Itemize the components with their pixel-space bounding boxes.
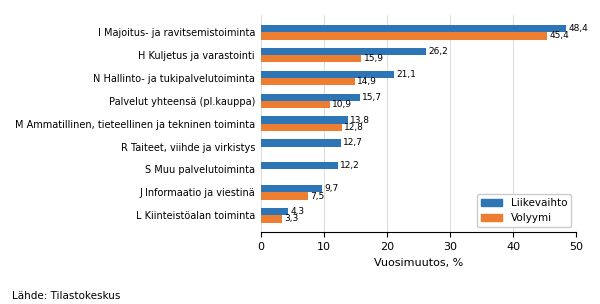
Text: 10,9: 10,9 xyxy=(332,100,352,109)
Bar xyxy=(260,78,355,85)
Bar xyxy=(260,208,288,215)
Text: 48,4: 48,4 xyxy=(569,24,589,33)
Legend: Liikevaihto, Volyymi: Liikevaihto, Volyymi xyxy=(477,194,571,227)
Text: 45,4: 45,4 xyxy=(550,31,569,40)
Bar xyxy=(260,185,322,192)
Text: 3,3: 3,3 xyxy=(284,214,298,223)
Bar xyxy=(260,192,308,200)
Bar xyxy=(260,215,281,223)
Bar xyxy=(260,55,361,62)
Text: 9,7: 9,7 xyxy=(325,184,339,193)
Text: 7,5: 7,5 xyxy=(311,192,325,201)
Bar xyxy=(260,71,394,78)
Text: 4,3: 4,3 xyxy=(290,207,304,216)
Bar xyxy=(260,48,426,55)
Text: 12,2: 12,2 xyxy=(340,161,360,170)
X-axis label: Vuosimuutos, %: Vuosimuutos, % xyxy=(374,258,463,268)
Text: 15,9: 15,9 xyxy=(364,54,383,63)
Text: 12,8: 12,8 xyxy=(344,123,364,132)
Bar xyxy=(260,162,338,169)
Text: 13,8: 13,8 xyxy=(350,116,370,125)
Text: 21,1: 21,1 xyxy=(397,70,416,79)
Text: 26,2: 26,2 xyxy=(428,47,448,56)
Bar xyxy=(260,94,360,101)
Text: 15,7: 15,7 xyxy=(362,93,382,102)
Bar xyxy=(260,139,341,147)
Bar xyxy=(260,25,566,32)
Bar xyxy=(260,32,547,40)
Text: Lähde: Tilastokeskus: Lähde: Tilastokeskus xyxy=(12,291,121,301)
Bar xyxy=(260,116,348,124)
Bar xyxy=(260,101,329,108)
Text: 12,7: 12,7 xyxy=(343,138,363,147)
Text: 14,9: 14,9 xyxy=(357,77,377,86)
Bar xyxy=(260,124,341,131)
